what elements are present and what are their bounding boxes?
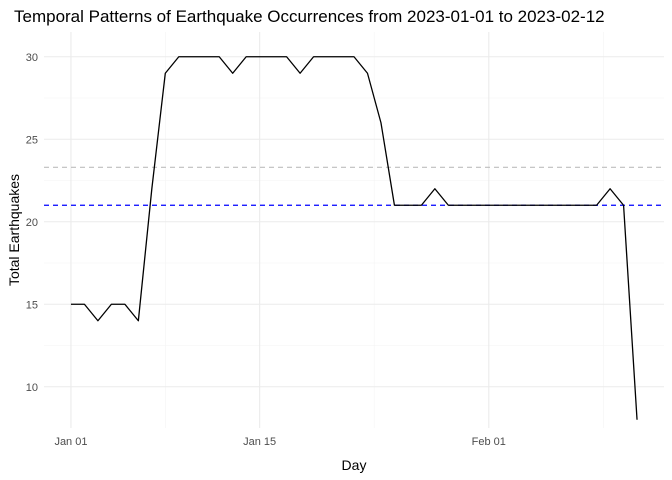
x-axis-title: Day <box>342 457 367 473</box>
y-tick-label: 30 <box>26 52 38 64</box>
y-tick-label: 10 <box>26 382 38 394</box>
major-gridlines <box>44 32 664 428</box>
y-tick-label: 25 <box>26 134 38 146</box>
y-tick-label: 20 <box>26 217 38 229</box>
y-axis-title: Total Earthquakes <box>6 174 22 286</box>
series-layer <box>70 56 638 420</box>
series-line <box>70 56 638 420</box>
y-tick-label: 15 <box>26 299 38 311</box>
x-tick-label: Jan 15 <box>243 436 276 448</box>
x-axis-tick-labels: Jan 01 Jan 15 Feb 01 <box>54 436 505 448</box>
y-axis-tick-labels: 10 15 20 25 30 <box>26 52 38 394</box>
x-tick-label: Jan 01 <box>54 436 87 448</box>
chart-title: Temporal Patterns of Earthquake Occurren… <box>14 7 605 26</box>
minor-gridlines <box>44 32 664 428</box>
reference-lines <box>44 166 664 206</box>
x-tick-label: Feb 01 <box>472 436 506 448</box>
